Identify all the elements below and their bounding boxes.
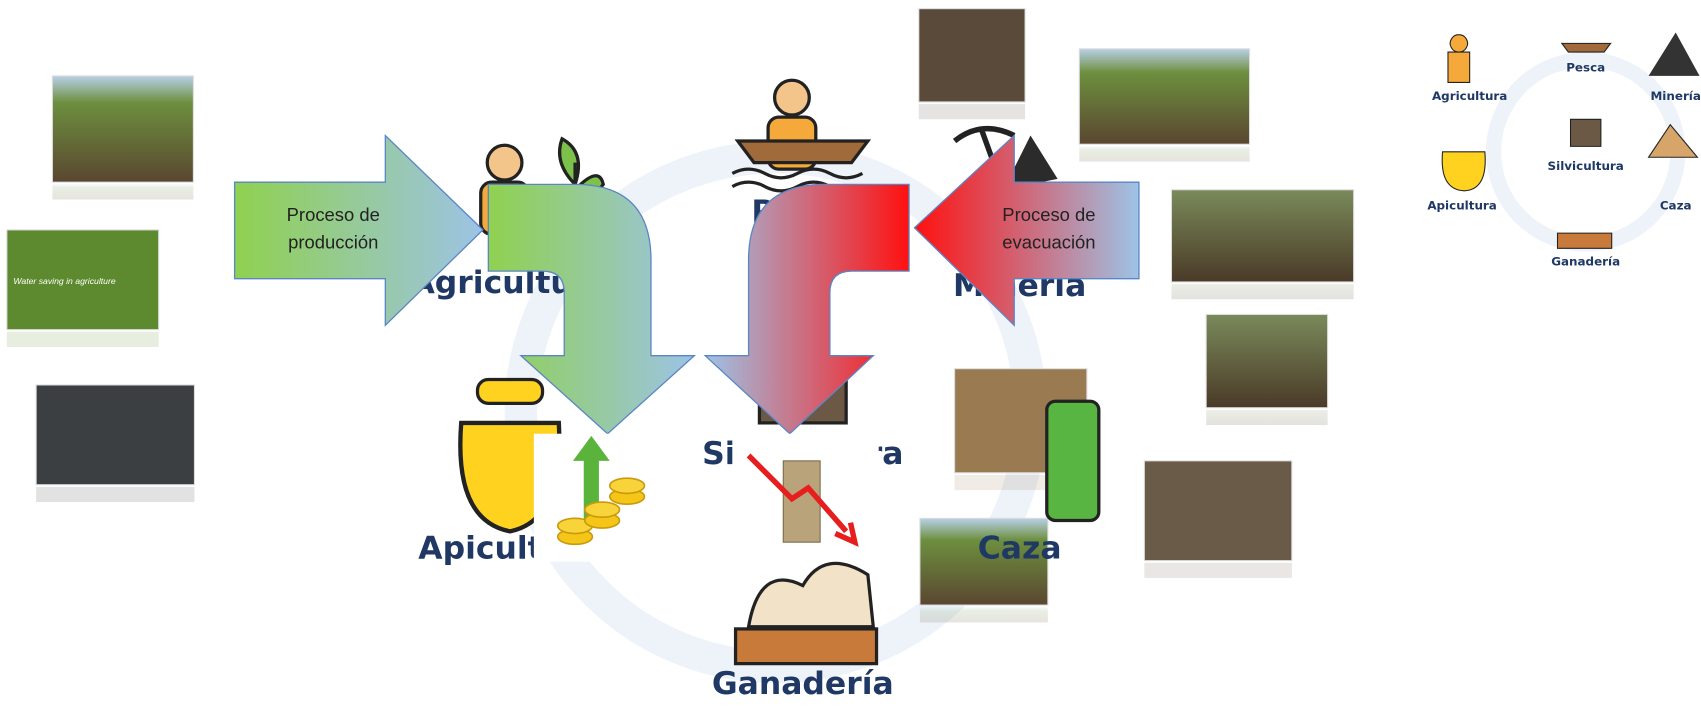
photo-reflection [1171, 284, 1353, 299]
arrow-label-box: Proceso de producción [252, 202, 415, 267]
icon-hunter [1047, 401, 1099, 520]
mini-icon [1649, 125, 1698, 158]
photo [1171, 190, 1353, 282]
photo-caption: Water saving in agriculture [13, 276, 116, 286]
sector-label: Ganadería [712, 666, 894, 702]
photo-reflection [36, 487, 194, 502]
mini-sector-label: Minería [1650, 89, 1700, 103]
photo-reflection [52, 184, 193, 199]
watermark [1494, 60, 1678, 244]
mini-sector-label: Apicultura [1427, 198, 1497, 212]
mini-sector-label: Agricultura [1432, 89, 1507, 103]
photo [1206, 314, 1327, 407]
photo-reflection [1206, 410, 1327, 425]
mini-icon [1448, 35, 1470, 83]
mini-icon [1558, 233, 1612, 248]
mini-icon [1562, 43, 1611, 52]
icon-dipper [477, 380, 542, 404]
mini-icon [1649, 33, 1700, 76]
icon-boat [738, 141, 868, 163]
mini-sector-label: Caza [1660, 198, 1692, 212]
photo [52, 76, 193, 182]
mini-sector-label: Silvicultura [1548, 159, 1624, 173]
photo-reflection [1079, 146, 1249, 161]
arrow-curved-evacuation [705, 184, 909, 433]
coin-stack [610, 478, 645, 493]
photo-reflection [1144, 563, 1291, 578]
mini-sector-label: Pesca [1566, 61, 1605, 75]
page: {"arrows": [{"label": "Proceso de produc… [0, 0, 1701, 707]
photo [1079, 49, 1249, 144]
photo [919, 9, 1025, 102]
arrow-label-box: Proceso de evacuación [968, 202, 1131, 267]
icon-head [487, 145, 522, 180]
sector-label: Caza [978, 530, 1062, 566]
diagram: Water saving in agriculture Agricultura Pe… [0, 0, 1701, 707]
mini-icon [1571, 119, 1601, 146]
icon-head [775, 80, 810, 115]
arrow-label: Proceso de producción [274, 202, 393, 256]
photo-reflection [7, 332, 159, 347]
photo [36, 385, 194, 485]
photo-reflection [920, 607, 1048, 622]
mini-icon [1442, 152, 1485, 191]
icon-fence [736, 629, 877, 664]
photo [1144, 461, 1291, 561]
photo-reflection [919, 104, 1025, 119]
mini-sector-label: Ganadería [1551, 255, 1620, 269]
coin-column [783, 461, 820, 542]
coin-stack [585, 502, 620, 517]
arrow-label: Proceso de evacuación [989, 202, 1108, 256]
icon-animals [749, 563, 874, 626]
